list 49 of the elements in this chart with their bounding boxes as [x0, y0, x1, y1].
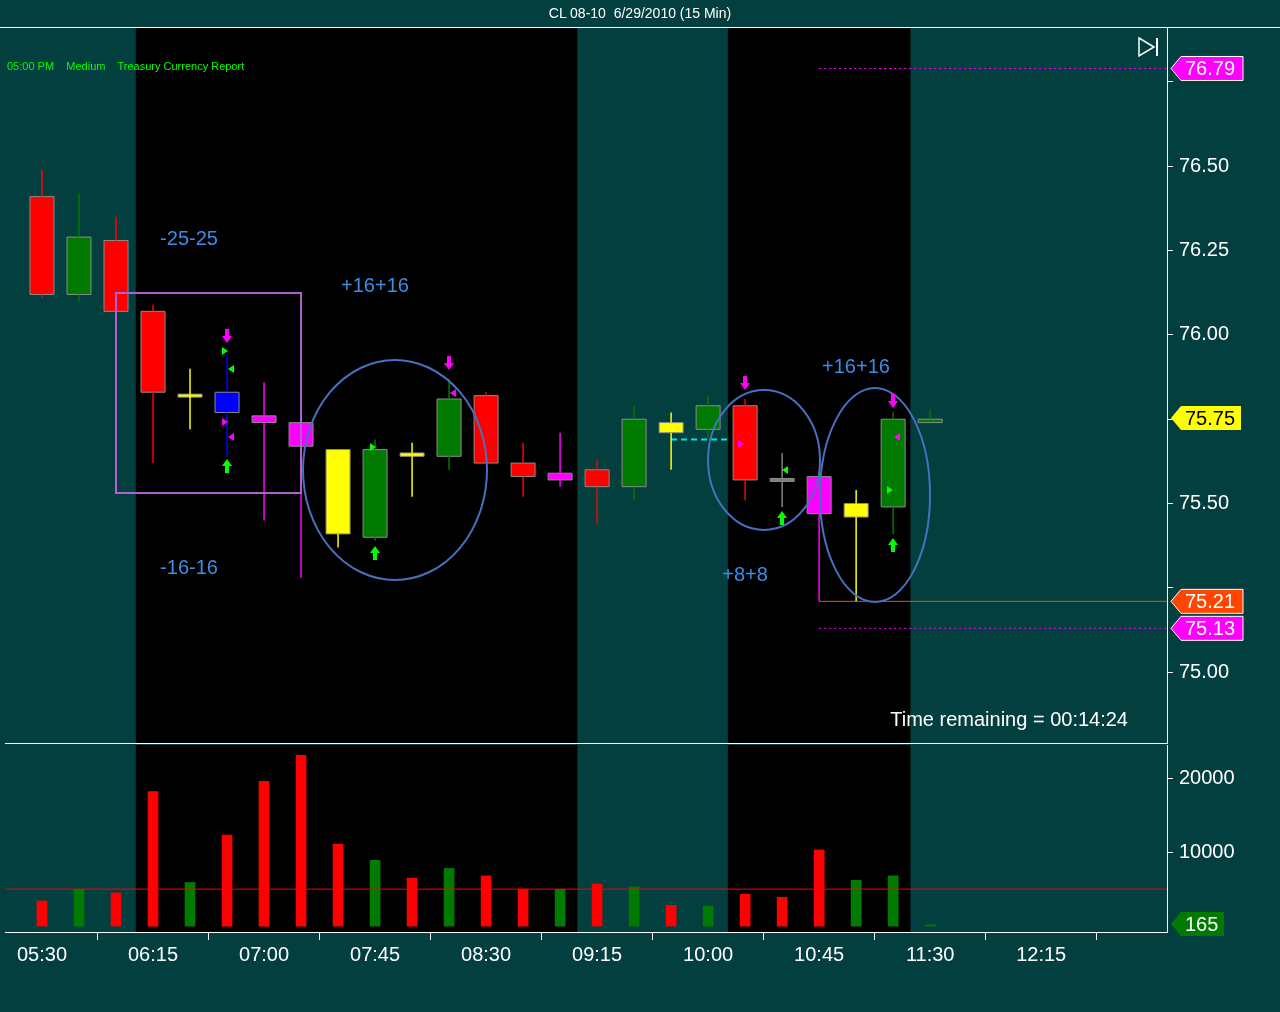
- bar: [702, 905, 714, 927]
- annotation: Time remaining = 00:14:24: [890, 708, 1128, 731]
- x-tick-label: 07:45: [350, 942, 401, 965]
- candlestick: [29, 168, 55, 299]
- y-tick-label: 20000: [1179, 765, 1235, 788]
- ref-line-label: 75.21: [1185, 589, 1236, 612]
- x-tick-label: 10:00: [683, 942, 734, 965]
- text: 75.75: [1171, 406, 1242, 430]
- y-tick-label: 76.50: [1179, 153, 1230, 176]
- ref-line-label: 75.13: [1185, 616, 1236, 639]
- y-tick-label: 75.00: [1179, 659, 1230, 682]
- text: 165: [1171, 912, 1225, 936]
- x-tick-label: 09:15: [572, 942, 623, 965]
- annotation: -16-16: [160, 555, 218, 579]
- bar: [443, 868, 455, 927]
- annotation: 05:00 PM Medium Treasury Currency Report: [7, 60, 245, 72]
- ref-line-label: 76.79: [1185, 56, 1236, 79]
- candlestick: [621, 404, 647, 501]
- y-tick-label: 76.00: [1179, 322, 1230, 345]
- x-tick-label: 05:30: [16, 942, 68, 965]
- candlestick: [140, 303, 166, 464]
- y-tick-label: 76.25: [1179, 238, 1230, 261]
- candlestick: [66, 192, 92, 302]
- candlestick: [880, 411, 906, 535]
- bar: [73, 888, 85, 927]
- bar: [36, 900, 48, 927]
- bar: [887, 875, 899, 927]
- y-tick-label: 10000: [1179, 839, 1235, 862]
- bar: [369, 859, 381, 927]
- x-tick-label: 10:45: [794, 942, 845, 965]
- bar: [554, 888, 566, 927]
- x-tick-label: 08:30: [461, 942, 512, 965]
- candlestick: [732, 398, 758, 501]
- y-tick-label: 75.50: [1179, 491, 1230, 514]
- annotation: +16+16: [822, 354, 890, 378]
- x-tick-label: 12:15: [1016, 942, 1067, 965]
- candlestick: [362, 438, 388, 542]
- candlestick: [436, 378, 462, 471]
- annotation: +8+8: [722, 562, 768, 586]
- x-tick-label: 11:30: [905, 942, 955, 965]
- bar: [776, 896, 788, 927]
- bar: [665, 905, 677, 927]
- chart-title: CL 08-10 6/29/2010 (15 Min): [0, 0, 1280, 28]
- x-tick-label: 07:00: [239, 942, 290, 965]
- x-tick-label: 06:15: [127, 942, 179, 965]
- annotation: +16+16: [341, 273, 409, 297]
- annotation: -25-25: [160, 226, 218, 250]
- bar: [739, 893, 751, 927]
- bar: [110, 892, 122, 927]
